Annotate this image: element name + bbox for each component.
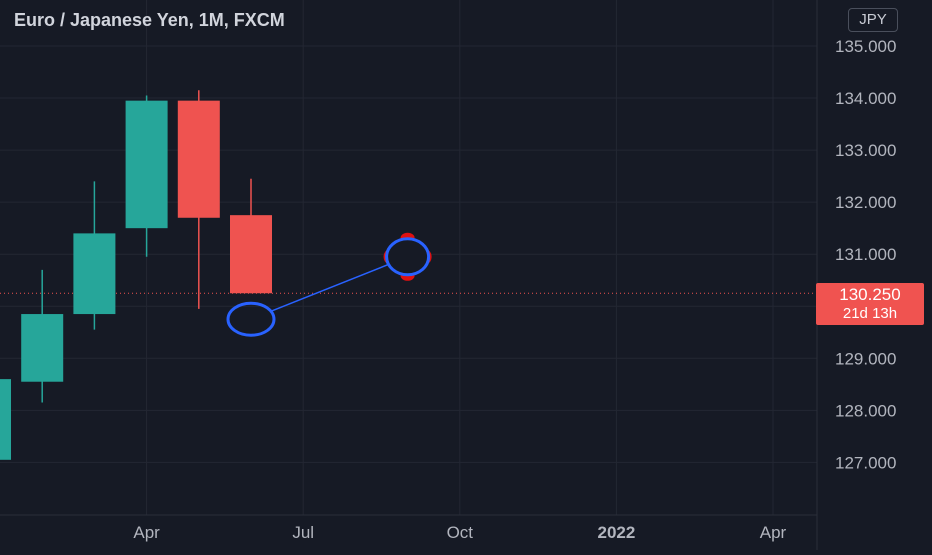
trend-line-start-handle[interactable] <box>226 301 276 337</box>
time-tick-label: Jul <box>292 523 314 542</box>
trend-line-end-handle[interactable] <box>385 237 431 277</box>
trend-line-drawing[interactable] <box>226 232 432 337</box>
candle-body-down <box>230 215 272 294</box>
last-price-badge: 130.250 21d 13h <box>816 283 924 325</box>
candle-body-up <box>125 100 168 229</box>
price-tick-label: 132.000 <box>835 193 896 212</box>
price-tick-label: 134.000 <box>835 89 896 108</box>
currency-badge[interactable]: JPY <box>848 8 898 32</box>
price-tick-label: 127.000 <box>835 453 896 472</box>
last-price-value: 130.250 <box>839 285 901 304</box>
bar-countdown: 21d 13h <box>842 305 898 322</box>
price-tick-label: 135.000 <box>835 37 896 56</box>
candle-body-up <box>21 314 64 382</box>
time-tick-label: Oct <box>447 523 474 542</box>
time-tick-label: Apr <box>760 523 787 542</box>
price-tick-label: 129.000 <box>835 349 896 368</box>
price-axis[interactable]: 127.000128.000129.000130.000131.000132.0… <box>816 0 896 550</box>
candle-body-up <box>0 379 11 460</box>
candles <box>0 90 272 460</box>
candle-body-up <box>73 233 116 315</box>
time-axis[interactable]: Apr Jul Oct 2022 Apr <box>0 514 817 542</box>
time-tick-label: 2022 <box>597 523 635 542</box>
price-tick-label: 133.000 <box>835 141 896 160</box>
chart-title: Euro / Japanese Yen, 1M, FXCM <box>14 10 285 30</box>
candle-body-down <box>177 100 220 218</box>
price-tick-label: 128.000 <box>835 401 896 420</box>
trend-line[interactable] <box>270 263 389 313</box>
price-tick-label: 131.000 <box>835 245 896 264</box>
time-tick-label: Apr <box>133 523 160 542</box>
